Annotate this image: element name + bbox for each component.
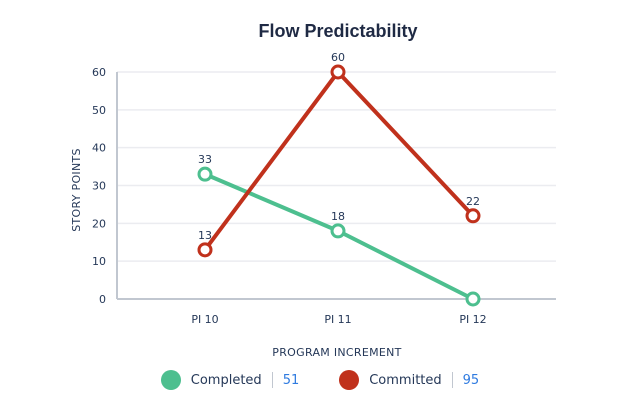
gridlines xyxy=(116,71,556,300)
completed-point[interactable] xyxy=(330,223,346,239)
completed-point[interactable] xyxy=(197,166,213,182)
legend-divider xyxy=(271,372,273,388)
legend: Completed 51 Committed 95 xyxy=(0,370,640,390)
x-axis-title: PROGRAM INCREMENT xyxy=(272,346,401,359)
committed-data-label: 22 xyxy=(466,195,480,208)
legend-item-completed[interactable]: Completed 51 xyxy=(160,370,300,390)
y-tick-label: 20 xyxy=(92,217,106,230)
committed-data-label: 60 xyxy=(331,51,345,64)
y-tick-label: 60 xyxy=(92,66,106,79)
completed-data-label: 18 xyxy=(331,210,345,223)
series-layer: 33 18 13 60 22 xyxy=(197,51,481,307)
committed-point[interactable] xyxy=(465,208,481,224)
committed-swatch-icon xyxy=(339,370,360,390)
completed-point[interactable] xyxy=(465,291,481,307)
y-tick-label: 40 xyxy=(92,142,106,155)
x-tick-label: PI 10 xyxy=(191,313,218,326)
completed-swatch-icon xyxy=(160,370,181,390)
chart-title: Flow Predictability xyxy=(258,21,417,41)
committed-data-label: 13 xyxy=(198,229,212,242)
y-tick-label: 50 xyxy=(92,104,106,117)
completed-data-label: 33 xyxy=(198,153,212,166)
x-axis-ticks: PI 10 PI 11 PI 12 xyxy=(191,313,486,326)
legend-total-committed: 95 xyxy=(462,372,480,388)
y-tick-label: 30 xyxy=(92,180,106,193)
legend-label-committed: Committed xyxy=(369,372,442,388)
y-axis-ticks: 0 10 20 30 40 50 60 xyxy=(92,66,106,306)
x-tick-label: PI 11 xyxy=(324,313,351,326)
legend-divider xyxy=(451,372,453,388)
legend-label-completed: Completed xyxy=(190,372,262,388)
y-axis-title: STORY POINTS xyxy=(70,148,83,232)
y-tick-label: 0 xyxy=(99,293,106,306)
series-committed: 13 60 22 xyxy=(197,51,481,258)
committed-point[interactable] xyxy=(330,64,346,80)
legend-total-completed: 51 xyxy=(282,372,300,388)
x-tick-label: PI 12 xyxy=(459,313,486,326)
legend-item-committed[interactable]: Committed 95 xyxy=(339,370,479,390)
committed-point[interactable] xyxy=(197,242,213,258)
series-completed: 33 18 xyxy=(197,153,481,307)
y-tick-label: 10 xyxy=(92,255,106,268)
